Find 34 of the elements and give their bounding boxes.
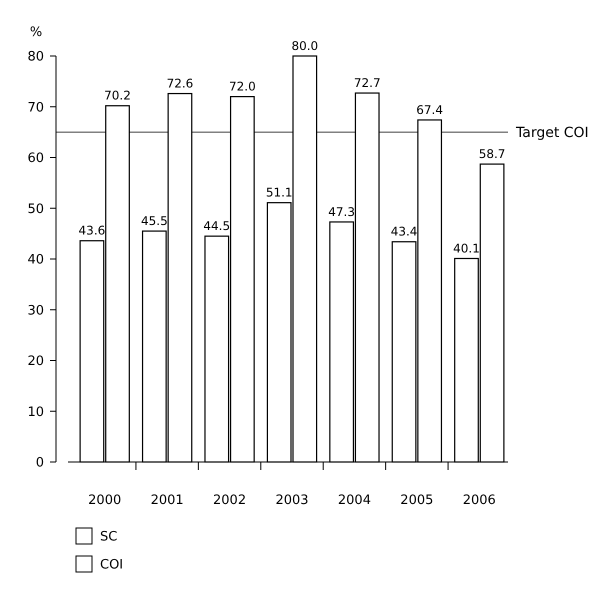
data-label: 67.4 bbox=[416, 102, 444, 117]
data-label: 51.1 bbox=[266, 186, 293, 200]
x-tick-label: 2004 bbox=[338, 493, 371, 508]
data-label: 72.0 bbox=[229, 80, 256, 94]
x-tick-label: 2006 bbox=[462, 493, 496, 508]
data-label: 72.7 bbox=[354, 76, 381, 90]
data-label: 70.2 bbox=[104, 88, 131, 103]
x-tick-label: 2005 bbox=[400, 493, 434, 508]
data-label: 43.6 bbox=[78, 224, 106, 238]
y-tick-label: 50 bbox=[27, 202, 44, 217]
data-label: 45.5 bbox=[140, 214, 168, 228]
y-tick-label: 10 bbox=[27, 404, 44, 420]
y-axis-title: % bbox=[30, 25, 42, 40]
y-tick-label: 30 bbox=[27, 303, 44, 318]
data-label: 58.7 bbox=[478, 147, 506, 162]
data-label: 80.0 bbox=[291, 39, 318, 53]
x-tick-label: 2001 bbox=[150, 493, 184, 508]
y-tick-label: 80 bbox=[27, 50, 44, 65]
data-label: 44.5 bbox=[203, 219, 230, 234]
x-tick-label: 2002 bbox=[213, 493, 246, 508]
y-tick-label: 20 bbox=[27, 354, 44, 370]
y-tick-label: 60 bbox=[27, 151, 44, 166]
data-label: 40.1 bbox=[453, 241, 480, 256]
data-label: 72.6 bbox=[166, 76, 194, 91]
y-tick-label: 40 bbox=[27, 252, 44, 268]
y-tick-label: 0 bbox=[36, 456, 44, 471]
legend-label: SC bbox=[100, 530, 118, 545]
x-tick-label: 2000 bbox=[88, 493, 122, 508]
data-label: 43.4 bbox=[390, 224, 418, 239]
x-tick-label: 2003 bbox=[275, 493, 309, 508]
ref-line-label: Target COI bbox=[515, 125, 589, 142]
y-tick-label: 70 bbox=[27, 100, 44, 116]
data-label: 47.3 bbox=[328, 204, 355, 219]
legend-label: COI bbox=[100, 558, 124, 573]
